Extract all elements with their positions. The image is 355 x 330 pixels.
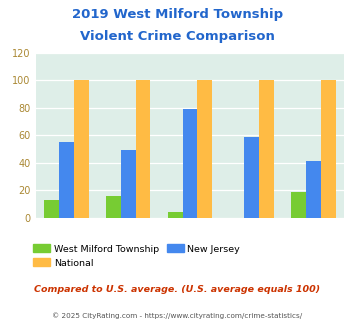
- Text: © 2025 CityRating.com - https://www.cityrating.com/crime-statistics/: © 2025 CityRating.com - https://www.city…: [53, 312, 302, 318]
- Legend: West Milford Township, National, New Jersey: West Milford Township, National, New Jer…: [33, 245, 240, 268]
- Bar: [306, 161, 321, 218]
- Bar: [136, 80, 151, 218]
- Bar: [106, 196, 121, 218]
- Bar: [259, 80, 274, 218]
- Bar: [59, 142, 74, 218]
- Bar: [182, 109, 197, 218]
- Bar: [168, 212, 182, 218]
- Text: Compared to U.S. average. (U.S. average equals 100): Compared to U.S. average. (U.S. average …: [34, 285, 321, 294]
- Bar: [44, 200, 59, 218]
- Bar: [291, 192, 306, 218]
- Bar: [121, 150, 136, 218]
- Bar: [244, 137, 259, 218]
- Text: Violent Crime Comparison: Violent Crime Comparison: [80, 30, 275, 43]
- Text: 2019 West Milford Township: 2019 West Milford Township: [72, 8, 283, 21]
- Bar: [74, 80, 89, 218]
- Bar: [197, 80, 212, 218]
- Bar: [321, 80, 336, 218]
